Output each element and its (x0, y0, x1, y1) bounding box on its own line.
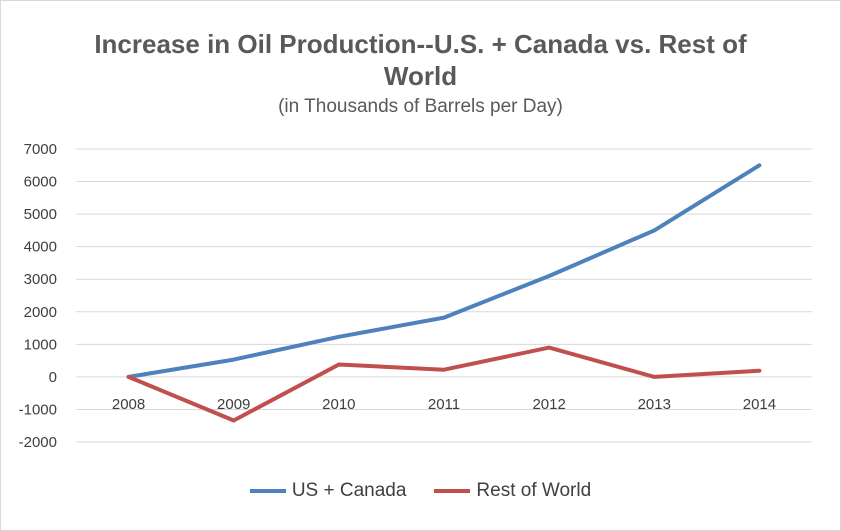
y-tick-label: 1000 (24, 336, 57, 353)
x-tick-label: 2013 (638, 396, 671, 413)
x-tick-label: 2009 (217, 396, 250, 413)
y-tick-label: 0 (49, 369, 57, 386)
x-tick-label: 2014 (743, 396, 776, 413)
x-tick-label: 2011 (428, 396, 460, 413)
x-tick-label: 2010 (322, 396, 355, 413)
y-tick-label: -1000 (19, 401, 57, 418)
legend-label-rest-of-world: Rest of World (476, 480, 592, 501)
legend-swatch-us-canada (249, 489, 286, 493)
chart-title-line2: World (383, 61, 458, 91)
y-tick-label: -2000 (19, 434, 57, 451)
legend-swatch-rest-of-world (434, 489, 471, 493)
y-tick-label: 3000 (24, 271, 57, 288)
y-tick-label: 7000 (24, 141, 57, 158)
series-line-rest-of-world (126, 345, 762, 423)
y-tick-label: 4000 (24, 239, 57, 256)
chart-subtitle: (in Thousands of Barrels per Day) (278, 96, 563, 117)
series-line-us-canada (126, 163, 762, 379)
x-tick-label: 2012 (532, 396, 565, 413)
y-tick-label: 6000 (24, 174, 57, 191)
chart-title-line1: Increase in Oil Production--U.S. + Canad… (94, 29, 747, 59)
y-tick-label: 2000 (24, 304, 57, 321)
legend-label-us-canada: US + Canada (291, 480, 407, 501)
legend: US + Canada Rest of World (0, 480, 841, 502)
legend-item-us-canada: US + Canada (249, 480, 407, 502)
legend-item-rest-of-world: Rest of World (434, 480, 591, 502)
x-tick-label: 2008 (112, 396, 145, 413)
y-tick-label: 5000 (24, 206, 57, 223)
